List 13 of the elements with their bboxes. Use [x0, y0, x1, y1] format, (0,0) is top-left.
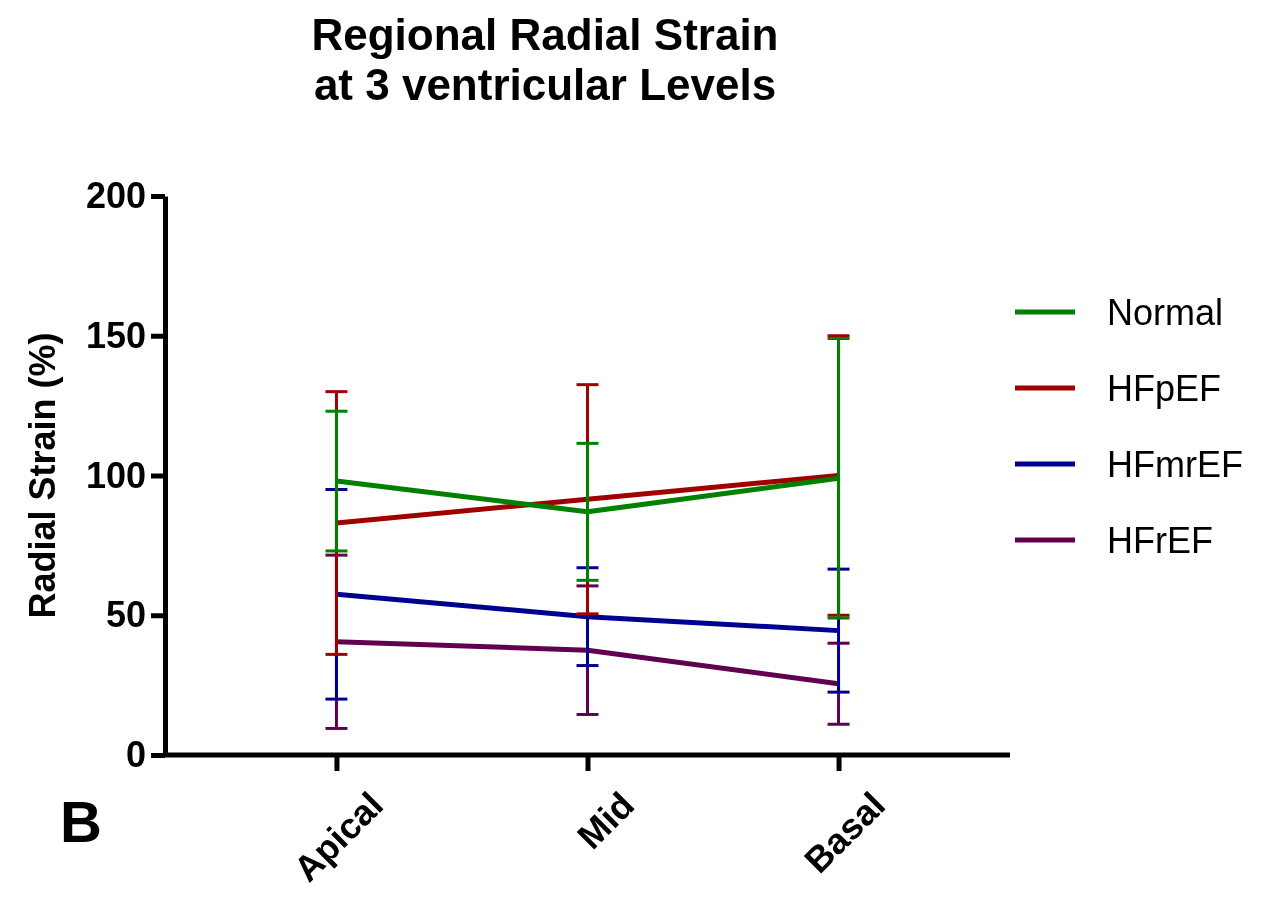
y-axis-title: Radial Strain (%)	[22, 332, 63, 619]
y-tick-label: 100	[85, 454, 146, 496]
legend-label: Normal	[1107, 292, 1224, 333]
y-tick-label: 200	[85, 175, 146, 217]
legend-label: HFmrEF	[1107, 444, 1243, 485]
chart-title: Regional Radial Strain at 3 ventricular Levels	[311, 10, 779, 109]
x-tick-label: Mid	[569, 784, 642, 857]
legend-label: HFrEF	[1107, 520, 1213, 561]
legend-label: HFpEF	[1107, 368, 1222, 409]
y-tick-label: 50	[105, 594, 146, 636]
y-tick-label: 150	[85, 314, 146, 356]
y-tick-label: 0	[125, 734, 146, 776]
text: B	[60, 789, 102, 854]
